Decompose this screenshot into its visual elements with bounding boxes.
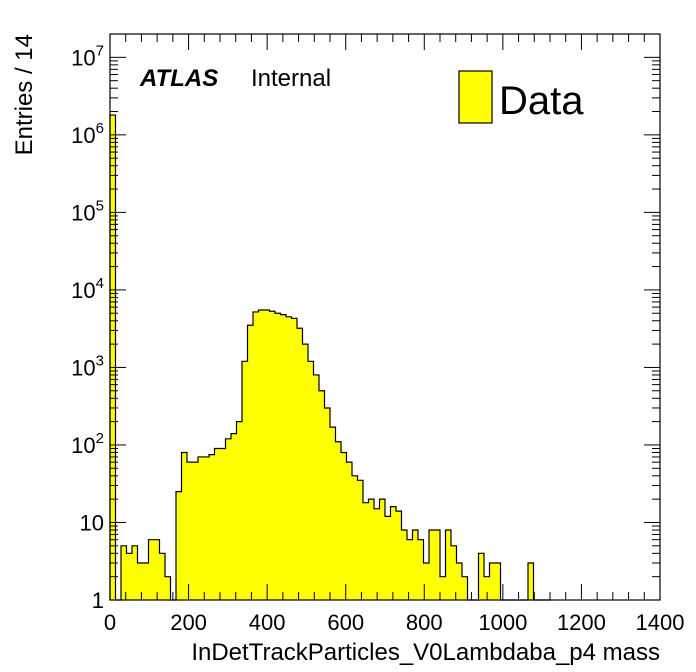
y-tick-label: 103	[71, 352, 104, 380]
x-tick-label: 1400	[636, 610, 685, 635]
histogram-bin	[159, 553, 166, 600]
x-axis-title: InDetTrackParticles_V0Lambdaba_p4 mass	[191, 639, 660, 666]
histogram-outline	[109, 114, 550, 601]
histogram-bin	[187, 462, 193, 600]
histogram-bin	[357, 480, 364, 600]
histogram-bin	[291, 318, 298, 600]
histogram-bin	[429, 529, 435, 600]
histogram-bin	[341, 452, 347, 600]
histogram-bin	[412, 529, 419, 600]
y-tick-label: 105	[71, 197, 104, 225]
histogram-bin	[308, 361, 314, 600]
x-tick-label: 1000	[478, 610, 527, 635]
histogram-bin	[407, 539, 413, 600]
histogram-bin	[434, 529, 441, 600]
histogram-bin	[126, 553, 133, 600]
histogram-bin	[253, 311, 259, 600]
histogram-bin	[297, 328, 303, 600]
histogram-bin	[456, 563, 463, 600]
histogram-bin	[231, 433, 237, 600]
histogram-bin	[368, 499, 375, 600]
y-tick-label: 106	[71, 120, 104, 148]
histogram-bin	[401, 529, 408, 600]
histogram-bin	[220, 448, 226, 600]
x-tick-label: 800	[406, 610, 443, 635]
histogram-bin	[148, 539, 155, 600]
y-tick-label: 107	[71, 42, 104, 70]
histogram-bin	[324, 407, 331, 600]
histogram-bin	[418, 539, 424, 600]
histogram-bin	[181, 452, 188, 600]
x-tick-label: 400	[249, 610, 286, 635]
histogram-bin	[423, 563, 430, 600]
histogram-bin	[165, 576, 171, 600]
histogram-bin	[242, 361, 248, 600]
histogram-bin	[203, 456, 210, 600]
histogram-bin	[379, 499, 386, 600]
histogram-bars	[110, 115, 534, 600]
y-tick-label: 1	[92, 588, 104, 613]
histogram-bin	[110, 115, 116, 600]
histogram-bin	[247, 325, 254, 600]
legend-swatch	[458, 70, 493, 124]
histogram-bin	[495, 563, 501, 600]
y-tick-labels: 1 10 102 103 104 105 106 107	[71, 42, 104, 613]
histogram-bin	[137, 563, 144, 600]
y-tick-label: 102	[71, 430, 104, 458]
histogram-bin	[319, 390, 325, 600]
legend-label: Data	[499, 79, 584, 123]
histogram-bin	[346, 462, 353, 600]
histogram-bin	[374, 508, 380, 600]
x-tick-label: 200	[170, 610, 207, 635]
y-axis-title: Entries / 14	[11, 34, 38, 155]
histogram-bin	[121, 545, 127, 600]
histogram-bin	[335, 441, 342, 600]
axis-ticks	[109, 33, 661, 601]
y-tick-label: 104	[71, 275, 104, 303]
histogram-bin	[478, 553, 485, 600]
histogram-bin	[385, 516, 391, 600]
histogram-bin	[198, 456, 204, 600]
x-tick-label: 600	[327, 610, 364, 635]
histogram-bin	[225, 438, 232, 600]
histogram-bin	[489, 563, 496, 600]
plot-frame	[109, 33, 661, 601]
histogram-bin	[396, 511, 402, 600]
histogram-bin	[440, 576, 446, 600]
x-tick-label: 0	[104, 610, 116, 635]
histogram-bin	[302, 344, 309, 600]
histogram-bin	[132, 545, 138, 600]
histogram-bin	[451, 545, 457, 600]
histogram-bin	[258, 310, 265, 600]
histogram-bin	[462, 576, 468, 600]
histogram-bin	[528, 563, 534, 600]
histogram-bin	[176, 491, 182, 600]
histogram-bin	[280, 314, 287, 600]
y-tick-label: 10	[80, 510, 104, 535]
histogram-bin	[269, 311, 276, 600]
histogram-bin	[214, 448, 221, 600]
histogram-bin	[330, 427, 336, 600]
histogram-bin	[286, 316, 292, 600]
histogram-bin	[209, 454, 215, 600]
histogram-bin	[445, 529, 452, 600]
internal-label: Internal	[251, 65, 331, 92]
histogram-bin	[154, 539, 160, 600]
histogram-bin	[264, 310, 270, 600]
histogram-bin	[192, 462, 199, 600]
histogram-bin	[313, 374, 320, 600]
histogram-bin	[236, 421, 243, 600]
histogram-bin	[390, 506, 397, 600]
histogram-bin	[363, 502, 369, 600]
atlas-label: ATLAS	[139, 65, 218, 92]
histogram-bin	[275, 313, 281, 600]
histogram-bin	[352, 475, 358, 600]
histogram-bin	[143, 563, 149, 600]
histogram-bin	[484, 576, 490, 600]
x-tick-labels: 0 200 400 600 800 1000 1200 1400	[104, 610, 685, 635]
x-tick-label: 1200	[557, 610, 606, 635]
